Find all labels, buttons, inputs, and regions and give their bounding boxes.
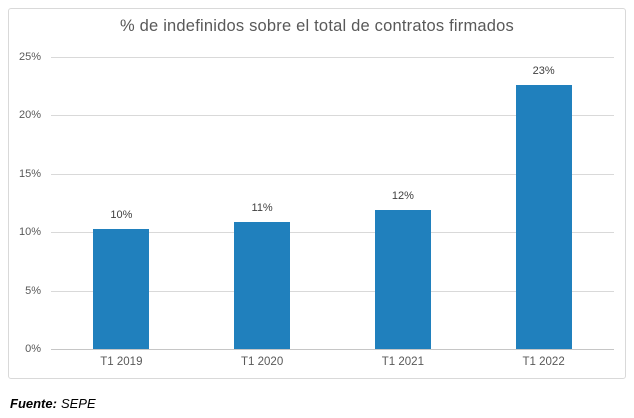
y-tick-label: 5% [25, 284, 41, 297]
y-tick-label: 0% [25, 343, 41, 355]
y-tick-label: 25% [18, 51, 41, 63]
bar-slot: 23% [473, 57, 614, 349]
y-axis: 25% 20% 15% 10% 5% 0% [9, 51, 51, 355]
gridline [51, 290, 614, 292]
source-value: SEPE [60, 396, 96, 411]
bar-slot: 11% [192, 57, 333, 349]
x-axis-row: T1 2019 T1 2020 T1 2021 T1 2022 [9, 356, 614, 368]
gridline [51, 173, 614, 175]
bar-value-label: 12% [391, 190, 414, 203]
bar-t1-2020 [234, 221, 291, 349]
bars-row: 10% 11% 12% 23% [51, 57, 614, 349]
y-tick-label: 10% [18, 226, 41, 239]
y-tick-label: 15% [18, 167, 41, 180]
y-tick-label: 20% [18, 109, 41, 122]
gridline [51, 232, 614, 234]
chart-title: % de indefinidos sobre el total de contr… [120, 17, 514, 35]
gridline [51, 115, 614, 117]
y-axis-spacer [9, 356, 51, 368]
bar-t1-2019 [93, 228, 150, 349]
x-tick-label: T1 2022 [522, 356, 565, 368]
bar-slot: 10% [51, 57, 192, 349]
bar-value-label: 10% [110, 208, 133, 221]
x-axis-line [51, 349, 614, 350]
x-tick-label: T1 2021 [381, 356, 424, 368]
bar-chart: % de indefinidos sobre el total de contr… [8, 8, 626, 379]
source-label: Fuente: [10, 396, 57, 411]
bar-t1-2022 [515, 85, 572, 349]
x-tick-label: T1 2020 [241, 356, 284, 368]
plot-area: 10% 11% 12% 23% [51, 57, 614, 350]
bar-slot: 12% [333, 57, 474, 349]
x-axis: T1 2019 T1 2020 T1 2021 T1 2022 [51, 356, 614, 368]
plot-body: 25% 20% 15% 10% 5% 0% 10% 11% 12% 23% [9, 51, 614, 355]
source-note: Fuente: SEPE [10, 396, 96, 411]
bar-t1-2021 [374, 210, 431, 349]
gridline [51, 57, 614, 58]
bar-value-label: 11% [251, 201, 273, 214]
bar-value-label: 23% [532, 65, 555, 78]
x-tick-label: T1 2019 [100, 356, 143, 368]
